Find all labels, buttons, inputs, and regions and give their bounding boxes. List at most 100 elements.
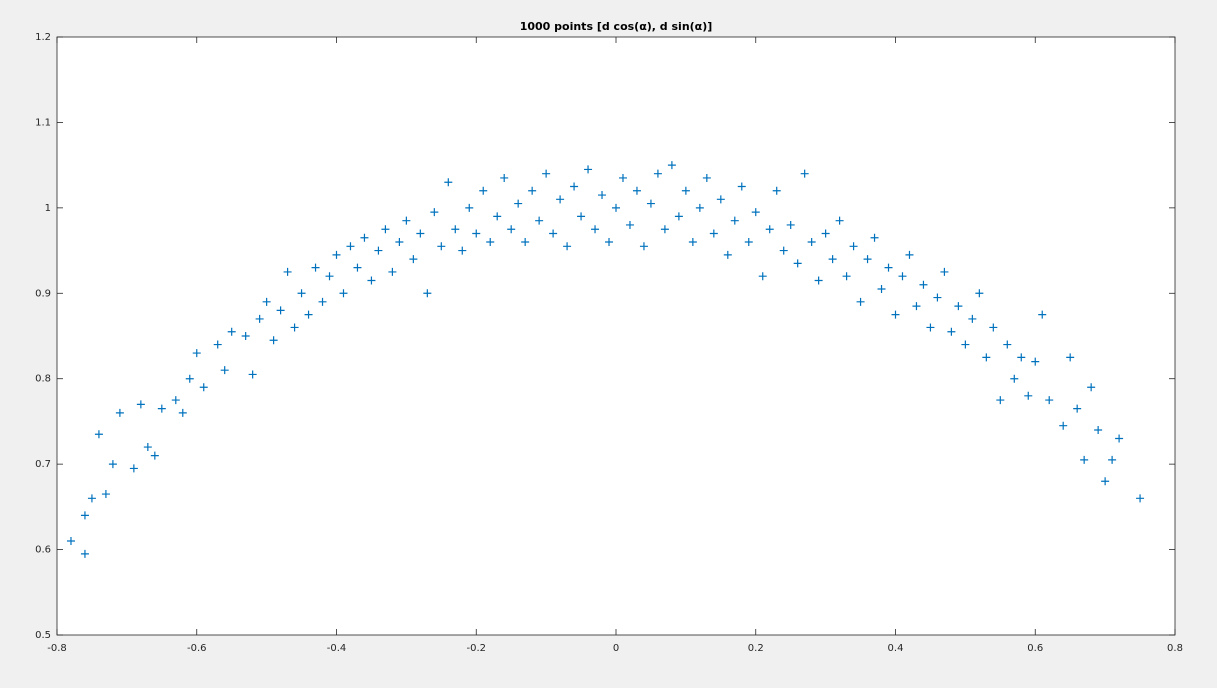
point (136, 400, 145, 409)
point (1031, 357, 1040, 366)
point (262, 297, 271, 306)
point (549, 229, 558, 238)
point (1136, 494, 1145, 503)
point (101, 490, 110, 499)
point (814, 276, 823, 285)
point (1059, 421, 1068, 430)
point (367, 276, 376, 285)
point (157, 404, 166, 413)
point (311, 263, 320, 272)
x-tick-label: 0.8 (1167, 643, 1183, 654)
point (521, 238, 530, 247)
point (1080, 455, 1089, 464)
point (199, 383, 208, 392)
point (800, 169, 809, 178)
point (1010, 374, 1019, 383)
point (318, 297, 327, 306)
point (297, 289, 306, 298)
point (793, 259, 802, 268)
point (919, 280, 928, 289)
point (870, 233, 879, 242)
point (996, 396, 1005, 405)
point (765, 225, 774, 234)
point (744, 238, 753, 247)
point (150, 451, 159, 460)
point (402, 216, 411, 225)
chart-title: 1000 points [d cos(α), d sin(α)] (520, 20, 713, 33)
point (192, 349, 201, 358)
point (395, 238, 404, 247)
point (989, 323, 998, 332)
point (451, 225, 460, 234)
point (185, 374, 194, 383)
point (248, 370, 257, 379)
point (1073, 404, 1082, 413)
point (430, 208, 439, 217)
point (458, 246, 467, 255)
point (863, 255, 872, 264)
point (716, 195, 725, 204)
point (283, 267, 292, 276)
point (926, 323, 935, 332)
y-tick-label: 0.6 (35, 545, 51, 556)
point (940, 267, 949, 276)
y-tick-label: 0.9 (35, 288, 51, 299)
point (591, 225, 600, 234)
x-tick-label: 0 (613, 643, 619, 654)
point (598, 191, 607, 200)
point (1017, 353, 1026, 362)
point (514, 199, 523, 208)
point (276, 306, 285, 315)
point (646, 199, 655, 208)
point (849, 242, 858, 251)
point (227, 327, 236, 336)
point (709, 229, 718, 238)
point (584, 165, 593, 174)
point (507, 225, 516, 234)
x-tick-label: 0.6 (1027, 643, 1043, 654)
point (1045, 396, 1054, 405)
point (618, 173, 627, 182)
point (821, 229, 830, 238)
point (933, 293, 942, 302)
y-tick-label: 1 (45, 203, 51, 214)
point (388, 267, 397, 276)
x-tick-label: -0.4 (327, 643, 347, 654)
point (905, 250, 914, 259)
point (66, 537, 75, 546)
point (87, 494, 96, 503)
point (94, 430, 103, 439)
point (556, 195, 565, 204)
point (542, 169, 551, 178)
point (416, 229, 425, 238)
point (877, 285, 886, 294)
point (954, 302, 963, 311)
point (332, 250, 341, 259)
point (807, 238, 816, 247)
y-tick-label: 0.8 (35, 374, 51, 385)
point (786, 220, 795, 229)
point (479, 186, 488, 195)
x-tick-label: -0.6 (187, 643, 207, 654)
point (947, 327, 956, 336)
point (1101, 477, 1110, 486)
plot-area (56, 36, 1176, 636)
point (605, 238, 614, 247)
point (1094, 425, 1103, 434)
point (577, 212, 586, 221)
point (423, 289, 432, 298)
point (535, 216, 544, 225)
x-tick-label: -0.2 (466, 643, 486, 654)
point (737, 182, 746, 191)
point (968, 314, 977, 323)
point (493, 212, 502, 221)
point (353, 263, 362, 272)
point (486, 238, 495, 247)
point (360, 233, 369, 242)
point (975, 289, 984, 298)
point (1108, 455, 1117, 464)
point (632, 186, 641, 195)
point (842, 272, 851, 281)
point (437, 242, 446, 251)
